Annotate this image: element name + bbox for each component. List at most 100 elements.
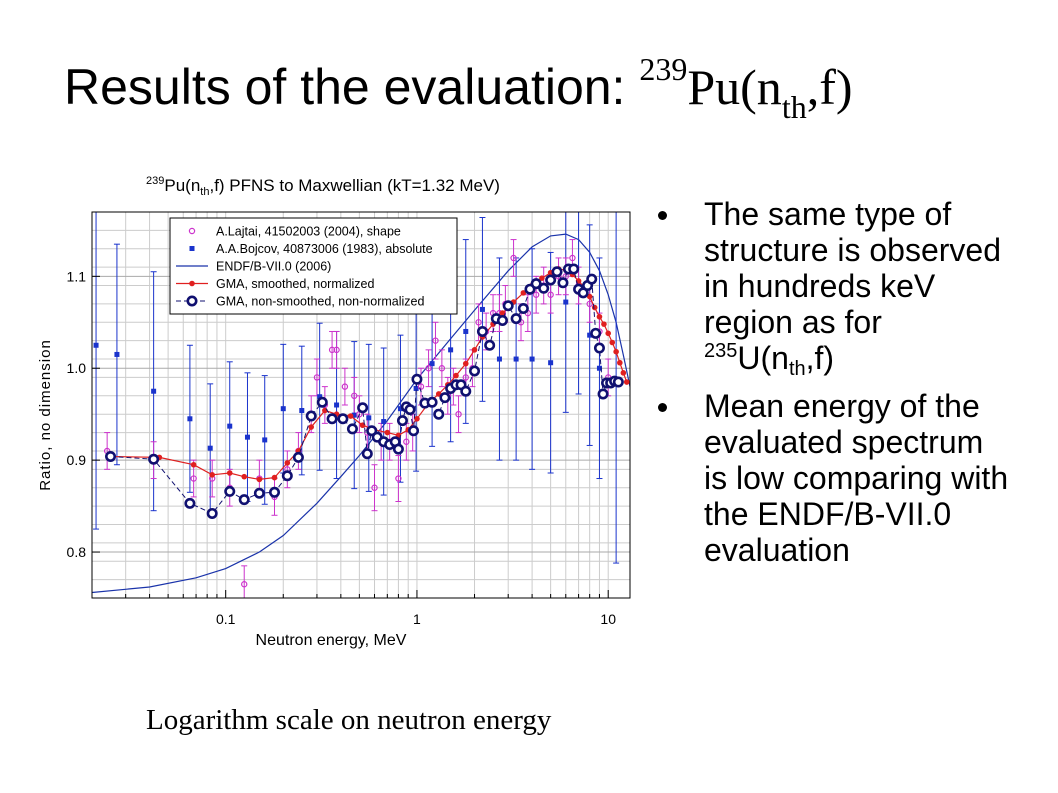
gma-raw-point — [396, 415, 408, 427]
chart-title: 239Pu(nth,f) PFNS to Maxwellian (kT=1.32… — [146, 175, 500, 198]
bullet-subscript: th — [788, 358, 806, 380]
gma-raw-point — [538, 282, 550, 294]
axis-ticks: 0.8 0.9 1.0 1.1 0.1 1 10 — [67, 268, 617, 627]
gma-smoothed-point — [241, 473, 248, 480]
gma-smoothed-point — [520, 290, 527, 296]
bojcov-point — [317, 394, 323, 400]
bojcov-point — [513, 356, 519, 362]
caption: Logarithm scale on neutron energy — [146, 704, 552, 736]
gma-raw-point — [545, 274, 557, 286]
gma-raw-point — [316, 396, 328, 408]
gma-raw-point — [439, 392, 451, 404]
legend-label: GMA, smoothed, normalized — [216, 277, 374, 291]
gma-raw-point — [433, 408, 445, 420]
slide-title: Results of the evaluation: 239Pu(nth,f) — [64, 51, 853, 168]
gma-raw-point — [184, 497, 196, 509]
title-nuclide: Pu(n — [687, 59, 782, 115]
gma-smoothed-point — [617, 359, 623, 366]
lajtai-point — [510, 254, 517, 262]
gma-smoothed-point — [347, 413, 354, 419]
legend-label: A.A.Bojcov, 40873006 (1983), absolute — [216, 242, 433, 256]
gma-raw-point — [586, 273, 598, 285]
y-tick-label: 0.8 — [67, 544, 87, 560]
gma-smoothed-point — [591, 304, 598, 311]
lajtai-point — [333, 346, 340, 354]
bojcov-point — [207, 445, 213, 451]
bojcov-point — [114, 351, 120, 357]
bojcov-point — [448, 347, 454, 353]
gma-raw-point — [517, 302, 529, 314]
lajtai-point — [351, 392, 358, 400]
bojcov-point — [381, 419, 387, 425]
bullet-dot — [658, 211, 667, 220]
gma-smoothed-point — [226, 470, 233, 476]
bullet-superscript: 235 — [704, 340, 738, 362]
gma-raw-point — [551, 266, 563, 278]
bullet-text: The same type of structure is observed i… — [704, 196, 1002, 340]
gma-smoothed-point — [384, 429, 391, 436]
gma-smoothed-point — [471, 347, 478, 353]
gma-raw-point — [411, 373, 423, 385]
gma-raw-point — [469, 365, 481, 377]
lajtai-point — [241, 581, 248, 588]
gma-raw-point — [238, 494, 250, 506]
gma-smoothed-point — [256, 476, 263, 483]
gma-raw-point — [557, 277, 569, 289]
gma-smoothed-point — [609, 339, 616, 346]
bojcov-point — [227, 423, 233, 429]
gma-raw-point — [502, 300, 514, 312]
lajtai-point — [586, 300, 593, 308]
gma-smoothed-point — [499, 310, 506, 316]
y-tick-label: 1.1 — [67, 268, 87, 284]
gma-raw-point — [392, 443, 404, 455]
gma-smoothed-point — [271, 474, 278, 481]
lajtai-point — [432, 337, 439, 344]
gma-raw-point — [224, 485, 236, 497]
lajtai-point — [425, 365, 432, 372]
y-tick-label: 1.0 — [67, 360, 87, 376]
gma-raw-point — [105, 450, 117, 462]
gma-raw-point — [408, 425, 420, 437]
legend-label: A.Lajtai, 41502003 (2004), shape — [216, 225, 401, 239]
gma-smoothed-point — [190, 461, 197, 468]
chart-title-pre: Pu(n — [164, 176, 200, 195]
lajtai-point — [417, 383, 425, 390]
bojcov-point — [366, 415, 372, 421]
gma-raw-line — [110, 268, 619, 515]
gma-smoothed-point — [596, 313, 603, 320]
lajtai-point — [371, 484, 378, 491]
legend-marker-gma-smoothed — [189, 280, 195, 287]
bullet-list: The same type of structure is observed i… — [654, 196, 1014, 580]
gma-raw-point — [357, 402, 369, 414]
bojcov-point — [262, 437, 268, 443]
gma-raw-point — [366, 425, 378, 437]
bojcov-point — [587, 332, 593, 338]
bojcov-point — [463, 328, 469, 334]
title-subscript: th — [781, 89, 807, 125]
bojcov-point — [548, 360, 554, 366]
bullet-item-structure: The same type of structure is observed i… — [654, 196, 1014, 379]
bojcov-point — [429, 361, 435, 367]
gma-raw-point — [337, 413, 349, 425]
gma-raw-point — [361, 448, 373, 460]
bojcov-point — [187, 416, 193, 422]
lajtai-point — [313, 374, 321, 381]
chart-title-sup: 239 — [146, 175, 164, 187]
gma-raw-point — [612, 376, 624, 388]
bojcov-point — [244, 434, 250, 440]
gma-smoothed-point — [601, 321, 607, 327]
gma-smoothed-point — [414, 415, 420, 422]
bojcov-point — [479, 306, 485, 312]
bullet-item-mean-energy: Mean energy of the evaluated spectrum is… — [654, 388, 1014, 568]
gma-smoothed-point — [605, 330, 612, 337]
gma-raw-point — [281, 470, 293, 482]
gma-raw-point — [148, 453, 160, 465]
legend-marker-gma-raw — [186, 295, 198, 307]
plot-area — [92, 212, 630, 598]
bojcov-point — [93, 342, 99, 348]
bojcov-point — [496, 356, 502, 362]
legend: A.Lajtai, 41502003 (2004), shape A.A.Bojc… — [169, 217, 458, 315]
y-tick-label: 0.9 — [67, 452, 87, 468]
y-axis-label: Ratio, no dimension — [37, 339, 54, 491]
